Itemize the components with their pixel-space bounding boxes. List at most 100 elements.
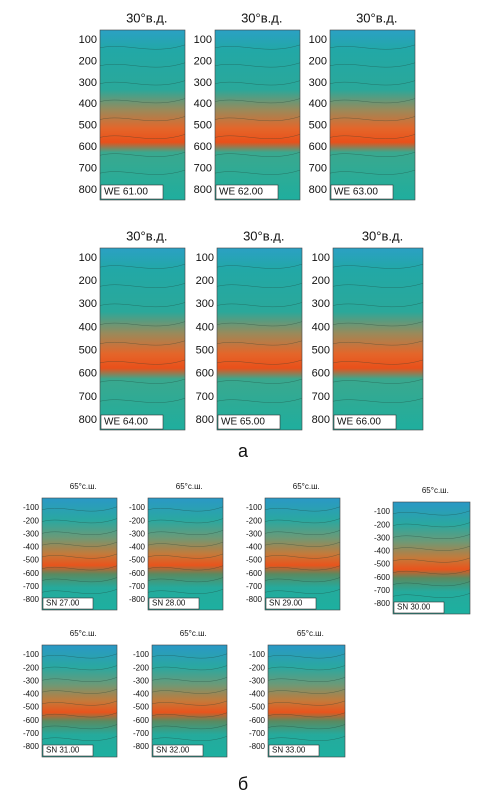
y-tick-label: -600 bbox=[249, 716, 266, 725]
y-tick-label: 300 bbox=[79, 298, 97, 310]
panel-header: 30°в.д. bbox=[243, 228, 284, 243]
panel-header: 65°с.ш. bbox=[176, 482, 203, 491]
y-tick-label: 500 bbox=[79, 344, 97, 356]
y-tick-label: 300 bbox=[312, 298, 330, 310]
y-tick-label: -300 bbox=[374, 533, 391, 542]
contour-line bbox=[332, 398, 424, 403]
y-tick-label: 200 bbox=[79, 275, 97, 287]
panel-header: 30°в.д. bbox=[126, 10, 167, 25]
y-tick-label: -700 bbox=[246, 582, 263, 591]
y-tick-label: -500 bbox=[374, 560, 391, 569]
contour-line bbox=[151, 736, 228, 741]
y-tick-label: -700 bbox=[129, 582, 146, 591]
contour-line bbox=[151, 677, 228, 682]
contour-line bbox=[147, 518, 224, 524]
contour-line bbox=[329, 62, 416, 68]
contour-line bbox=[264, 541, 341, 547]
contour-line bbox=[147, 553, 224, 559]
panel-label: SN 31.00 bbox=[46, 746, 80, 755]
contour-line bbox=[41, 665, 118, 671]
contour-line bbox=[99, 44, 186, 50]
y-tick-label: 600 bbox=[309, 141, 327, 153]
y-tick-label: -200 bbox=[23, 663, 40, 672]
contour-line bbox=[147, 565, 224, 571]
contour-line bbox=[41, 589, 118, 594]
y-tick-label: 400 bbox=[309, 98, 327, 110]
y-tick-label: -100 bbox=[246, 503, 263, 512]
contour-line bbox=[41, 677, 118, 682]
contour-line bbox=[214, 80, 301, 86]
contour-plot bbox=[99, 247, 186, 431]
contour-line bbox=[267, 688, 346, 694]
panel-label: SN 30.00 bbox=[397, 603, 431, 612]
y-tick-label: 500 bbox=[194, 120, 212, 132]
panel-label: SN 33.00 bbox=[272, 746, 306, 755]
y-tick-label: -700 bbox=[23, 729, 40, 738]
y-tick-label: 500 bbox=[79, 120, 97, 132]
y-tick-label: -600 bbox=[23, 716, 40, 725]
contour-line bbox=[216, 359, 303, 365]
contour-line bbox=[214, 169, 301, 175]
contour-plot bbox=[332, 247, 424, 431]
contour-plot bbox=[392, 501, 471, 615]
contour-line bbox=[329, 152, 416, 157]
contour-line bbox=[264, 518, 341, 524]
contour-line bbox=[41, 530, 118, 535]
contour-line bbox=[99, 321, 186, 327]
y-tick-label: -500 bbox=[23, 556, 40, 565]
contour-line bbox=[264, 565, 341, 571]
contour-line bbox=[329, 169, 416, 175]
contour-line bbox=[41, 712, 118, 718]
contour-line bbox=[99, 263, 186, 269]
contour-line bbox=[41, 577, 118, 583]
contour-line bbox=[216, 340, 303, 346]
y-tick-label: 500 bbox=[309, 120, 327, 132]
y-tick-label: -700 bbox=[249, 729, 266, 738]
contour-line bbox=[332, 283, 424, 288]
contour-line bbox=[99, 62, 186, 68]
y-tick-label: -200 bbox=[133, 663, 150, 672]
label-box bbox=[215, 184, 279, 200]
contour-line bbox=[41, 736, 118, 741]
panel-label: WE 65.00 bbox=[221, 417, 265, 428]
panel-label: SN 27.00 bbox=[46, 599, 80, 608]
y-tick-label: 800 bbox=[309, 184, 327, 196]
contour-line bbox=[216, 378, 303, 384]
contour-plot bbox=[147, 497, 224, 611]
y-tick-label: 600 bbox=[312, 368, 330, 380]
label-box bbox=[100, 184, 164, 200]
y-tick-label: -400 bbox=[374, 547, 391, 556]
contour-plot bbox=[329, 29, 416, 201]
y-tick-label: 300 bbox=[79, 77, 97, 89]
y-tick-label: -100 bbox=[129, 503, 146, 512]
y-tick-label: -600 bbox=[129, 569, 146, 578]
contour-line bbox=[147, 506, 224, 512]
y-tick-label: 100 bbox=[312, 252, 330, 264]
contour-line bbox=[267, 736, 346, 741]
y-tick-label: 200 bbox=[79, 55, 97, 67]
y-tick-label: 800 bbox=[196, 414, 214, 426]
contour-line bbox=[41, 518, 118, 524]
y-tick-label: -800 bbox=[133, 742, 150, 751]
contour-line bbox=[99, 169, 186, 175]
contour-line bbox=[151, 688, 228, 694]
contour-line bbox=[99, 80, 186, 86]
panel-header: 30°в.д. bbox=[126, 228, 167, 243]
contour-line bbox=[329, 116, 416, 122]
y-tick-label: 300 bbox=[309, 77, 327, 89]
y-tick-label: -400 bbox=[249, 690, 266, 699]
y-tick-label: -300 bbox=[249, 676, 266, 685]
y-tick-label: -200 bbox=[129, 516, 146, 525]
y-tick-label: -200 bbox=[23, 516, 40, 525]
contour-line bbox=[267, 665, 346, 671]
contour-line bbox=[267, 712, 346, 718]
panel-label: WE 61.00 bbox=[104, 187, 148, 198]
y-tick-label: 400 bbox=[196, 321, 214, 333]
contour-line bbox=[332, 321, 424, 327]
y-tick-label: -400 bbox=[129, 543, 146, 552]
y-tick-label: 100 bbox=[309, 34, 327, 46]
contour-line bbox=[99, 302, 186, 308]
contour-line bbox=[151, 712, 228, 718]
label-box bbox=[152, 744, 204, 757]
